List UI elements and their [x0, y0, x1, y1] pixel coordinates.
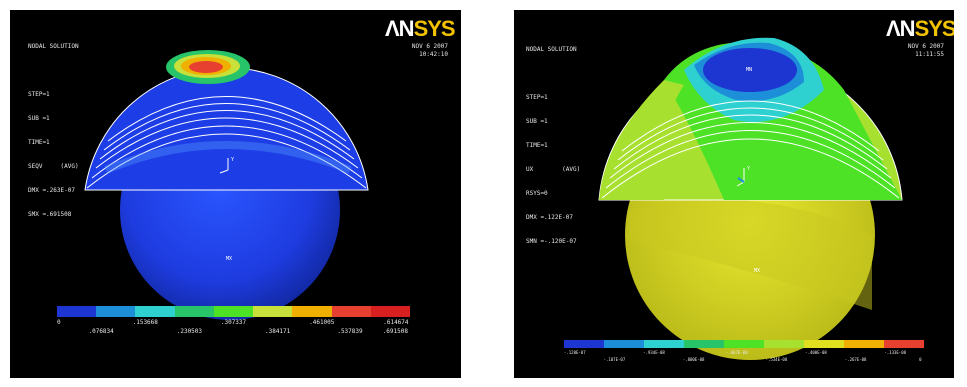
legend-tick: -.667E-08 — [725, 350, 748, 355]
right-info-step: STEP=1 — [526, 94, 548, 101]
legend-swatch — [331, 306, 371, 317]
left-info-block: NODAL SOLUTION STEP=1 SUB =1 TIME=1 SEQV… — [28, 27, 79, 235]
legend-tick: -.120E-07 — [563, 350, 586, 355]
legend-tick: .691508 — [382, 328, 408, 335]
legend-swatch — [764, 340, 804, 348]
svg-text:Y: Y — [747, 166, 750, 172]
legend-swatch — [213, 306, 254, 317]
right-ansys-logo: ΛNSYS — [886, 16, 954, 41]
right-contour-plot: Y — [598, 37, 903, 360]
left-contour-plot: Y — [84, 50, 369, 320]
legend-tick: -.800E-08 — [682, 357, 705, 362]
legend-swatch — [370, 306, 410, 317]
legend-swatch — [174, 306, 214, 317]
left-info-time: TIME=1 — [28, 139, 50, 146]
legend-swatch — [644, 340, 684, 348]
legend-swatch — [57, 306, 97, 317]
right-info-dmx: DMX =.122E-07 — [526, 214, 573, 221]
right-info-rsys: RSYS=0 — [526, 190, 548, 197]
left-plot-panel: Y NODAL SOLUTION STEP=1 SUB =1 TIME=1 SE… — [10, 10, 461, 378]
left-info-dmx: DMX =.263E-07 — [28, 187, 75, 194]
left-ansys-logo: ΛNSYS — [385, 16, 456, 41]
left-datetime: NOV 6 2007 10:42:10 — [388, 43, 448, 59]
left-max-marker: MX — [226, 256, 233, 262]
right-date: NOV 6 2007 — [907, 43, 944, 50]
left-legend-ticks-top: 0 .153668 .307337 .461005 .614674 — [57, 319, 410, 329]
left-time: 10:42:10 — [419, 51, 448, 58]
right-time: 11:11:55 — [915, 51, 944, 58]
legend-swatch — [292, 306, 332, 317]
legend-swatch — [844, 340, 884, 348]
right-plot-panel: Y NODAL SOLUTION STEP=1 SUB =1 TIME=1 UX… — [514, 10, 954, 378]
legend-tick: .384171 — [264, 328, 291, 335]
left-info-blank — [28, 67, 79, 75]
right-info-smn: SMN =-.120E-07 — [526, 238, 577, 245]
right-info-sub: SUB =1 — [526, 118, 548, 125]
legend-swatch — [684, 340, 724, 348]
left-info-quantity: SEQV (AVG) — [28, 163, 79, 170]
legend-swatch — [604, 340, 644, 348]
legend-tick: -.934E-08 — [643, 350, 665, 355]
legend-tick: -.400E-08 — [805, 350, 827, 355]
legend-swatch — [804, 340, 844, 348]
right-legend-ticks-top: -.120E-07 -.934E-08 -.667E-08 -.400E-08 … — [564, 350, 924, 358]
right-min-marker: MN — [746, 67, 753, 73]
legend-swatch — [96, 306, 136, 317]
right-info-block: NODAL SOLUTION STEP=1 SUB =1 TIME=1 UX (… — [526, 30, 580, 262]
right-info-quantity: UX (AVG) — [526, 166, 581, 173]
left-date: NOV 6 2007 — [411, 43, 448, 50]
legend-tick: -.133E-08 — [884, 350, 907, 355]
right-datetime: NOV 6 2007 11:11:55 — [882, 43, 944, 59]
right-color-legend — [564, 340, 924, 348]
right-info-time: TIME=1 — [526, 142, 548, 149]
legend-tick: 0 — [57, 319, 61, 326]
left-info-sub: SUB =1 — [28, 115, 50, 122]
legend-swatch — [724, 340, 764, 348]
legend-tick: .076834 — [88, 328, 114, 335]
left-color-legend — [57, 306, 410, 317]
legend-tick: .307337 — [220, 319, 247, 326]
left-info-smx: SMX =.691508 — [28, 211, 72, 218]
legend-tick: .614674 — [383, 319, 409, 326]
legend-tick: .153668 — [132, 319, 158, 326]
legend-tick: .461005 — [309, 319, 335, 326]
legend-tick: 0 — [919, 357, 922, 362]
legend-tick: -.107E-07 — [603, 357, 626, 362]
legend-swatch — [884, 340, 924, 348]
svg-text:Y: Y — [231, 157, 234, 163]
left-legend-ticks-bottom: .076834 .230503 .384171 .537839 .691508 — [57, 328, 410, 338]
right-max-marker: MX — [754, 268, 761, 274]
left-info-title: NODAL SOLUTION — [28, 43, 79, 50]
left-info-step: STEP=1 — [28, 91, 50, 98]
legend-swatch — [253, 306, 293, 317]
right-info-title: NODAL SOLUTION — [526, 46, 577, 53]
legend-swatch — [564, 340, 604, 348]
legend-swatch — [135, 306, 175, 317]
legend-tick: .537839 — [337, 328, 363, 335]
legend-tick: .230503 — [176, 328, 203, 335]
right-legend-ticks-bottom: -.107E-07 -.800E-08 -.534E-08 -.267E-08 … — [564, 357, 924, 365]
legend-tick: -.267E-08 — [844, 357, 867, 362]
legend-tick: -.534E-08 — [765, 357, 788, 362]
right-info-blank — [526, 70, 580, 78]
